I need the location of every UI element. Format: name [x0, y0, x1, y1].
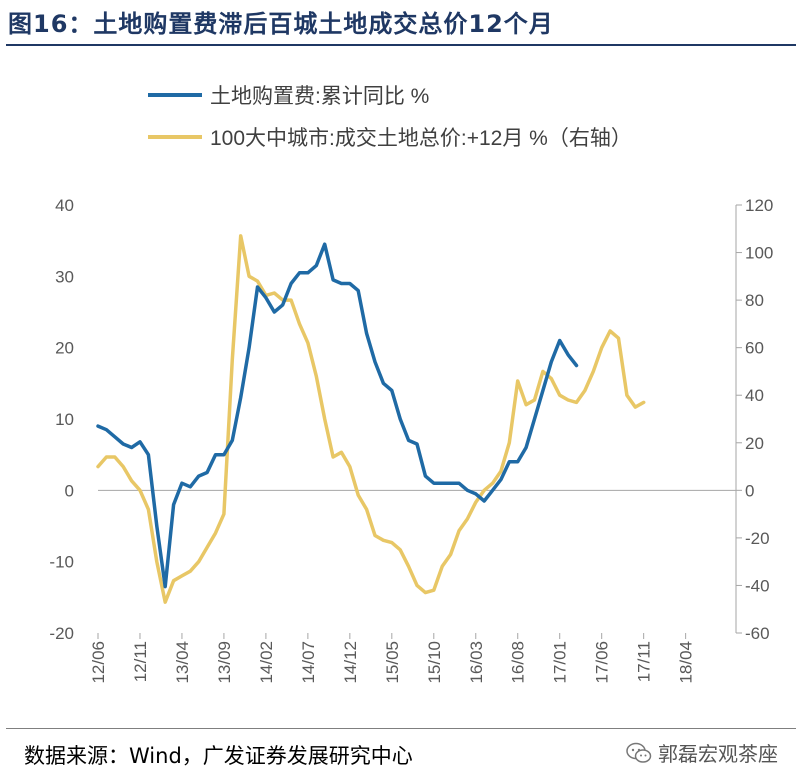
right-tick-label: 0	[745, 481, 754, 500]
x-tick-label: 14/07	[299, 641, 318, 684]
right-tick-label: 60	[745, 339, 764, 358]
watermark-text: 郭磊宏观茶座	[658, 742, 778, 766]
wechat-icon	[626, 742, 652, 763]
left-tick-label: -20	[49, 624, 74, 643]
watermark: 郭磊宏观茶座	[626, 738, 778, 767]
line-chart: 土地购置费:累计同比 % 100大中城市:成交土地总价:+12月 %（右轴） 4…	[49, 85, 773, 684]
right-axis-ticks: 120 100 80 60 40 20 0 -20 -40 -60	[736, 196, 773, 643]
x-tick-label: 16/03	[467, 641, 486, 684]
left-tick-label: 20	[55, 339, 74, 358]
series-line-land-transaction	[96, 234, 646, 604]
x-tick-label: 17/11	[635, 641, 654, 682]
right-tick-label: -60	[745, 624, 770, 643]
series-line-land-purchase	[96, 242, 579, 589]
right-tick-label: 40	[745, 386, 764, 405]
x-tick-label: 14/12	[341, 641, 360, 684]
left-axis-ticks: 40 30 20 10 0 -10 -20	[49, 196, 74, 643]
legend-label-series-1: 土地购置费:累计同比 %	[210, 85, 429, 108]
x-tick-label: 15/10	[425, 641, 444, 684]
right-tick-label: 100	[745, 244, 773, 263]
x-tick-label: 13/04	[173, 641, 192, 684]
right-tick-label: 80	[745, 291, 764, 310]
x-tick-label: 17/06	[593, 641, 612, 684]
x-tick-label: 14/02	[257, 641, 276, 684]
axes	[98, 205, 737, 633]
legend: 土地购置费:累计同比 % 100大中城市:成交土地总价:+12月 %（右轴）	[148, 85, 632, 150]
right-tick-label: 120	[745, 196, 773, 215]
series-lines	[96, 234, 646, 604]
left-tick-label: 30	[55, 267, 74, 286]
left-tick-label: -10	[49, 553, 74, 572]
source-note: 数据来源：Wind，广发证券发展研究中心	[24, 744, 413, 768]
x-tick-label: 12/06	[89, 641, 108, 684]
right-tick-label: -40	[745, 576, 770, 595]
x-tick-label: 12/11	[131, 641, 150, 682]
right-tick-label: 20	[745, 434, 764, 453]
right-tick-label: -20	[745, 529, 770, 548]
title-divider	[6, 44, 796, 46]
legend-label-series-2: 100大中城市:成交土地总价:+12月 %（右轴）	[210, 127, 632, 150]
x-tick-label: 13/09	[215, 641, 234, 684]
x-axis-ticks: 12/06 12/11 13/04 13/09 14/02 14/07 14/12 15/05…	[89, 633, 696, 684]
left-tick-label: 40	[55, 196, 74, 215]
left-tick-label: 0	[65, 481, 74, 500]
x-tick-label: 17/01	[551, 641, 570, 684]
footer-divider	[6, 728, 796, 729]
figure-title: 图16：土地购置费滞后百城土地成交总价12个月	[8, 10, 554, 38]
x-tick-label: 15/05	[383, 641, 402, 684]
left-tick-label: 10	[55, 410, 74, 429]
x-tick-label: 18/04	[677, 641, 696, 684]
x-tick-label: 16/08	[509, 641, 528, 684]
